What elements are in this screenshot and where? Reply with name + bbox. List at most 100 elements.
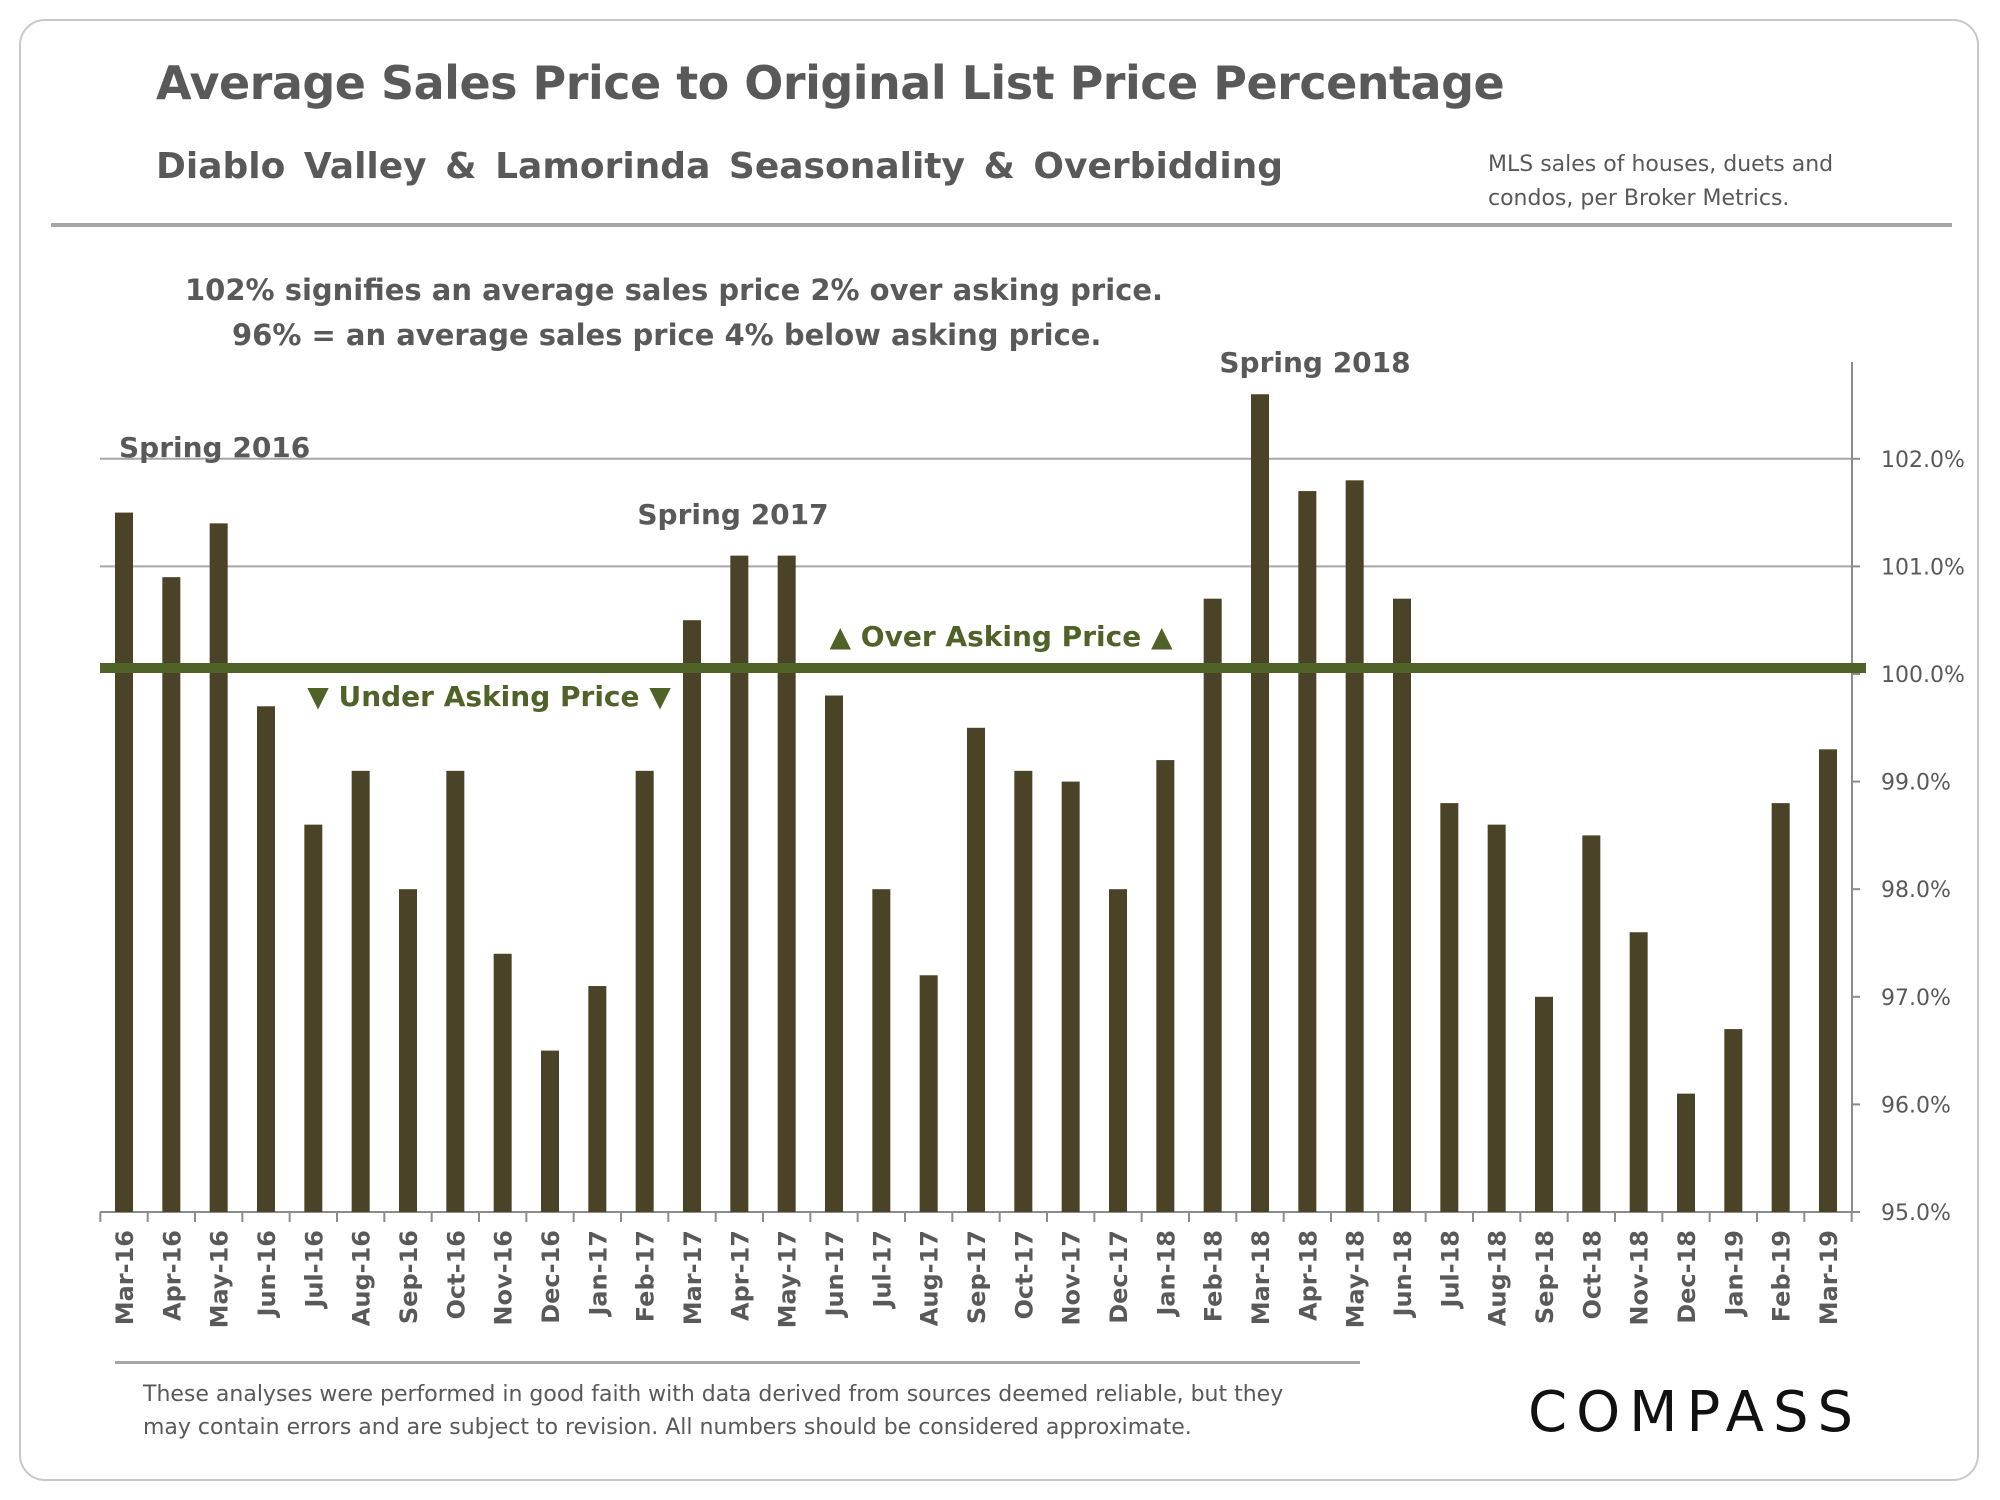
x-tick-label: Jul-17: [868, 1230, 896, 1310]
bar-may-16: [209, 523, 228, 1212]
bar-jul-18: [1440, 803, 1459, 1212]
bar-jan-19: [1724, 1029, 1743, 1212]
x-tick-label: May-16: [206, 1230, 234, 1328]
x-tick-label: Nov-17: [1058, 1230, 1086, 1326]
bar-nov-18: [1629, 932, 1648, 1212]
x-tick-label: Mar-18: [1247, 1230, 1275, 1325]
y-tick-label: 100.0%: [1881, 663, 1965, 688]
x-tick-label: Nov-16: [490, 1230, 518, 1326]
bar-aug-17: [919, 975, 938, 1212]
y-tick-label: 99.0%: [1881, 771, 1951, 796]
x-tick-label: Mar-16: [111, 1230, 139, 1325]
bar-apr-16: [162, 577, 181, 1212]
x-tick-label: Jul-18: [1436, 1230, 1464, 1310]
bar-feb-17: [635, 770, 654, 1212]
bar-jul-16: [304, 824, 323, 1212]
footer-divider: [115, 1361, 1360, 1364]
bar-nov-16: [493, 953, 512, 1212]
explanation-line: 96% = an average sales price 4% below as…: [232, 318, 1102, 352]
bar-sep-18: [1535, 996, 1553, 1212]
x-tick-label: Jan-18: [1152, 1230, 1180, 1318]
x-tick-label: Aug-17: [916, 1230, 944, 1326]
y-tick-label: 98.0%: [1881, 878, 1951, 903]
bar-oct-18: [1582, 835, 1601, 1212]
chart-subtitle: Diablo Valley & Lamorinda Seasonality & …: [156, 146, 1284, 187]
x-tick-label: Oct-16: [442, 1230, 470, 1319]
x-tick-label: Dec-17: [1105, 1230, 1133, 1324]
x-tick-label: Aug-18: [1484, 1230, 1512, 1326]
bar-feb-18: [1203, 598, 1222, 1212]
bar-sep-17: [967, 727, 985, 1212]
annotation-spring-2018: Spring 2018: [1219, 346, 1410, 379]
bar-dec-16: [541, 1050, 559, 1212]
bar-nov-17: [1061, 781, 1080, 1212]
y-tick-label: 102.0%: [1881, 448, 1965, 473]
x-tick-label: Oct-17: [1010, 1230, 1038, 1319]
x-tick-label: Jul-16: [300, 1230, 328, 1310]
bar-apr-17: [730, 555, 749, 1212]
y-tick-label: 101.0%: [1881, 555, 1965, 580]
bar-mar-19: [1819, 749, 1837, 1212]
x-tick-label: Mar-19: [1815, 1230, 1843, 1325]
x-tick-label: Dec-16: [537, 1230, 565, 1324]
x-tick-label: May-18: [1342, 1230, 1370, 1328]
x-tick-label: Feb-17: [632, 1230, 660, 1322]
x-tick-label: Jun-16: [253, 1230, 281, 1318]
bar-jun-17: [825, 695, 843, 1212]
bar-jul-17: [872, 889, 891, 1212]
x-tick-label: Nov-18: [1626, 1230, 1654, 1326]
compass-logo: COMPASS: [1528, 1380, 1863, 1445]
chart-frame: [19, 19, 1979, 1481]
x-tick-label: Apr-18: [1294, 1230, 1322, 1321]
disclaimer: These analyses were performed in good fa…: [143, 1378, 1363, 1444]
bar-sep-16: [399, 889, 417, 1212]
bar-may-17: [777, 555, 796, 1212]
bar-aug-18: [1487, 824, 1506, 1212]
annotation-spring-2017: Spring 2017: [637, 498, 828, 531]
x-tick-label: Apr-17: [726, 1230, 754, 1321]
chart-title: Average Sales Price to Original List Pri…: [156, 56, 1505, 110]
x-tick-label: Aug-16: [348, 1230, 376, 1326]
x-tick-label: Sep-17: [963, 1230, 991, 1324]
source-note-line: condos, per Broker Metrics.: [1488, 186, 1790, 211]
x-tick-label: Jun-18: [1389, 1230, 1417, 1318]
annotation-spring-2016: Spring 2016: [119, 431, 310, 464]
bar-dec-17: [1109, 889, 1127, 1212]
bar-dec-18: [1677, 1093, 1695, 1212]
x-tick-label: Jun-17: [821, 1230, 849, 1318]
bar-jun-16: [257, 706, 275, 1212]
x-tick-label: Jan-19: [1720, 1230, 1748, 1318]
x-tick-label: Dec-18: [1673, 1230, 1701, 1324]
y-tick-label: 96.0%: [1881, 1093, 1951, 1118]
x-tick-label: Mar-17: [679, 1230, 707, 1325]
bar-mar-16: [115, 512, 133, 1212]
explanation-text: 102% signifies an average sales price 2%…: [185, 268, 1163, 358]
bar-oct-17: [1014, 770, 1033, 1212]
x-tick-label: Oct-18: [1578, 1230, 1606, 1319]
source-note: MLS sales of houses, duets and condos, p…: [1488, 148, 1908, 216]
annotation-under-asking: ▼ Under Asking Price ▼: [307, 680, 671, 713]
y-tick-label: 97.0%: [1881, 986, 1951, 1011]
source-note-line: MLS sales of houses, duets and: [1488, 152, 1834, 177]
bar-mar-18: [1251, 394, 1269, 1212]
x-tick-label: Sep-16: [395, 1230, 423, 1324]
x-tick-label: May-17: [774, 1230, 802, 1328]
bar-jun-18: [1393, 598, 1411, 1212]
x-tick-label: Sep-18: [1531, 1230, 1559, 1324]
disclaimer-line: may contain errors and are subject to re…: [143, 1415, 1192, 1440]
x-tick-label: Feb-18: [1200, 1230, 1228, 1322]
x-tick-label: Jan-17: [584, 1230, 612, 1318]
explanation-line: 102% signifies an average sales price 2%…: [185, 273, 1164, 307]
bar-apr-18: [1298, 491, 1317, 1213]
bar-feb-19: [1771, 803, 1790, 1212]
x-tick-label: Feb-19: [1768, 1230, 1796, 1322]
bar-oct-16: [446, 770, 465, 1212]
bar-mar-17: [683, 620, 701, 1212]
header-divider: [51, 223, 1952, 227]
bar-aug-16: [351, 770, 370, 1212]
annotation-over-asking: ▲ Over Asking Price ▲: [830, 620, 1173, 653]
bar-may-18: [1345, 480, 1364, 1212]
bar-jan-18: [1156, 760, 1175, 1212]
bar-jan-17: [588, 986, 607, 1212]
